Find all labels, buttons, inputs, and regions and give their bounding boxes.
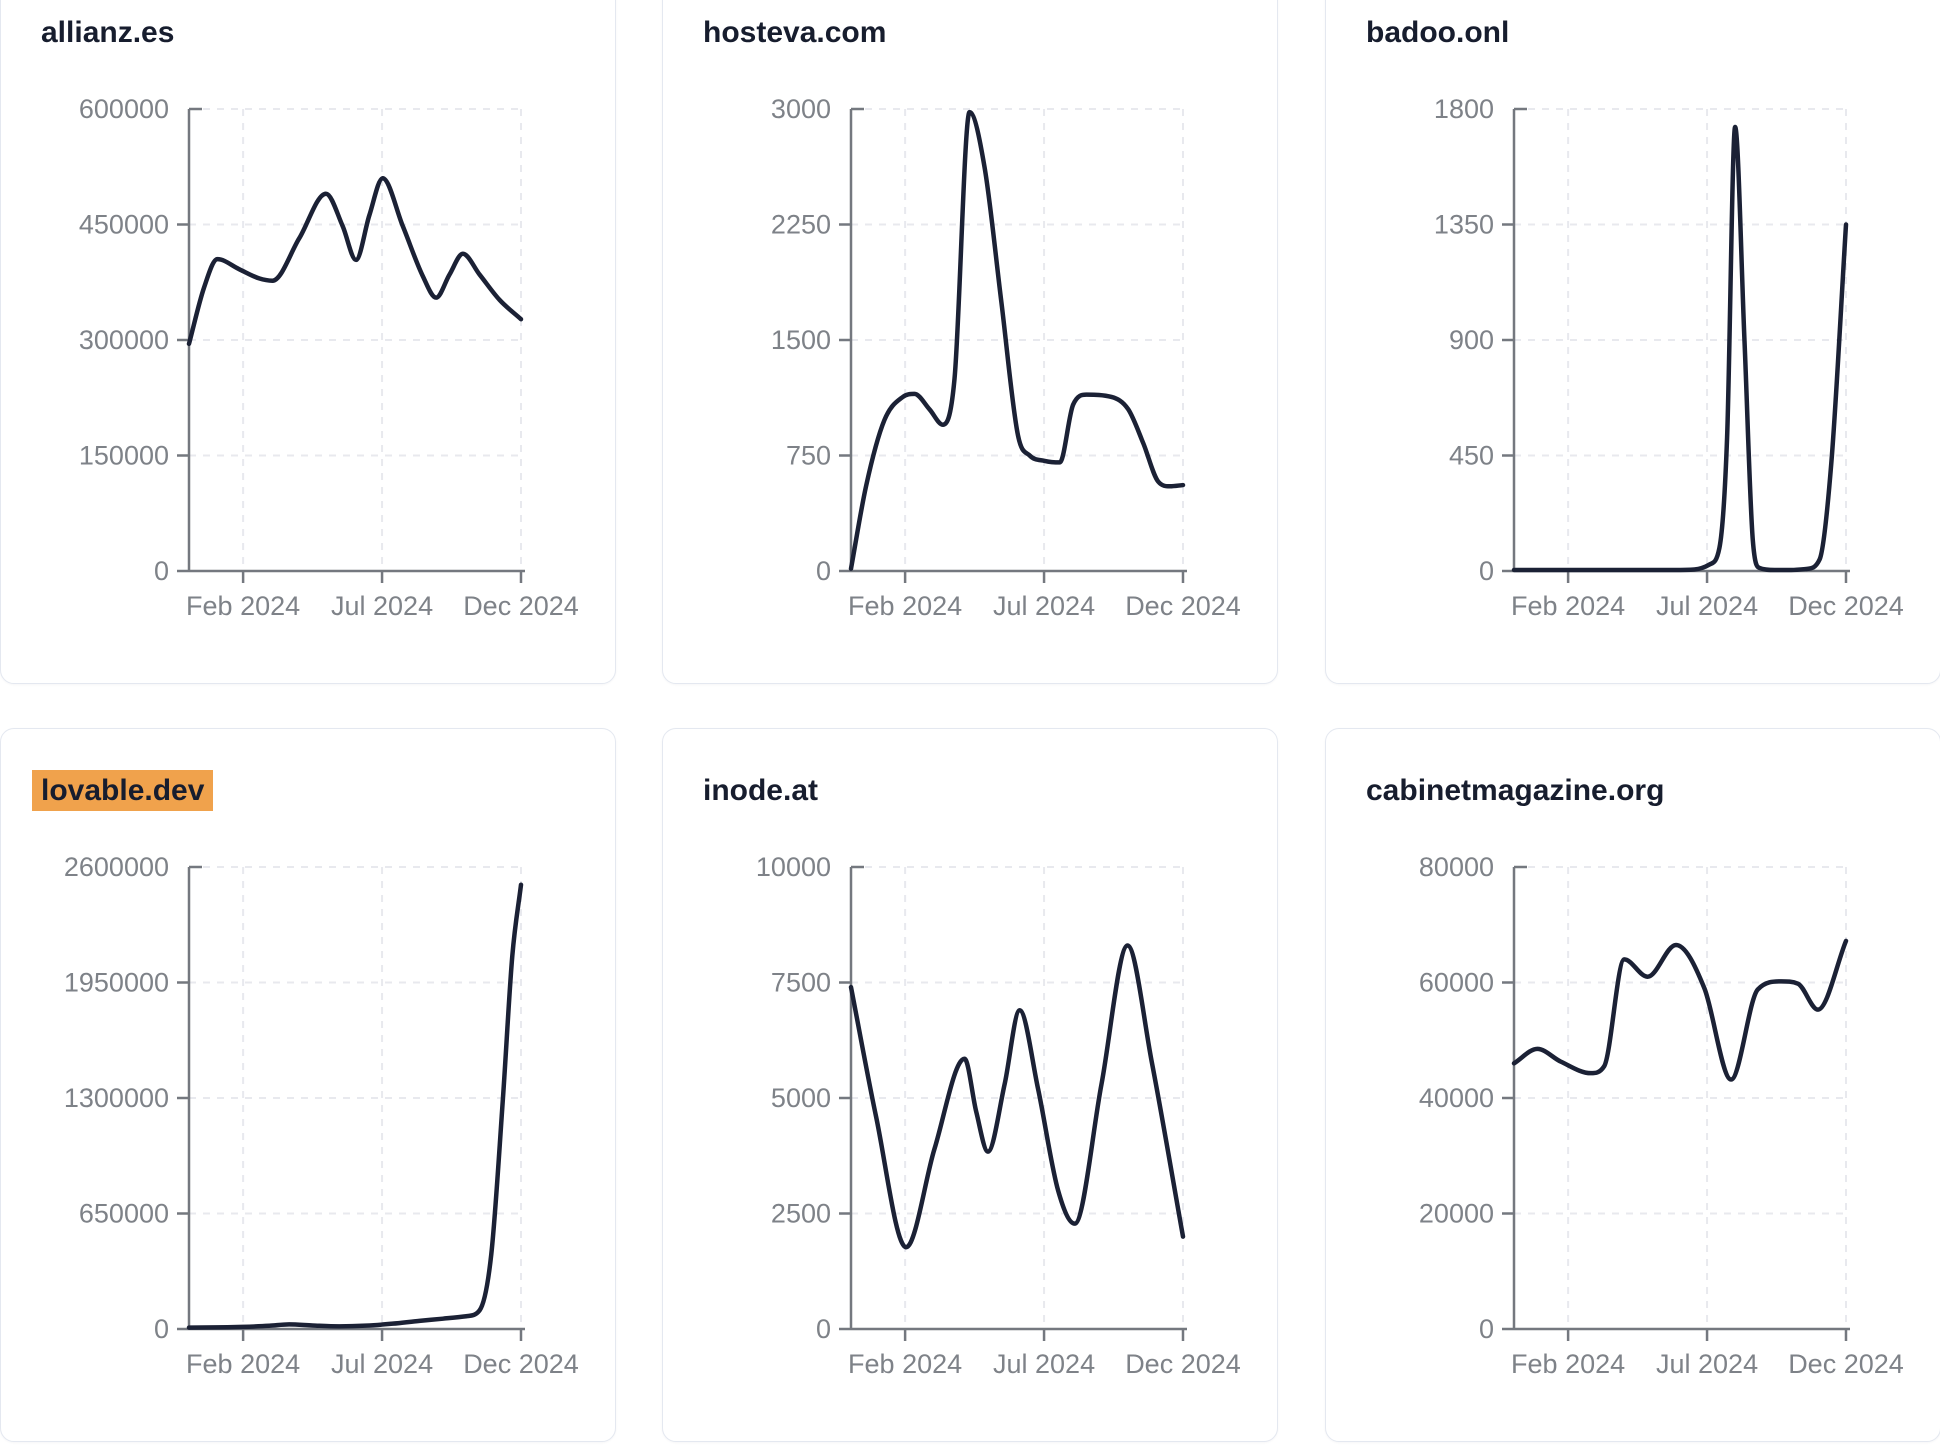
x-tick-label: Dec 2024 [1788, 591, 1904, 621]
y-tick-label: 450000 [79, 210, 169, 240]
x-tick-label: Feb 2024 [848, 1349, 962, 1379]
x-tick-label: Dec 2024 [1788, 1349, 1904, 1379]
y-tick-label: 0 [816, 1314, 831, 1344]
y-tick-label: 7500 [771, 968, 831, 998]
x-tick-label: Feb 2024 [1511, 591, 1625, 621]
chart-title: allianz.es [41, 16, 175, 49]
line-chart-allianz-es: 0 150000 300000 450000 600000 Feb 2024 Jul 202… [79, 94, 579, 621]
y-tick-label: 1800 [1434, 94, 1494, 124]
chart-card-inode-at: inode.at 0 2500 5000 7500 10000 Feb 2024 Jul 2… [662, 728, 1278, 1442]
series-line [848, 943, 1186, 1250]
chart-title-highlighted: lovable.dev [32, 770, 214, 811]
y-tick-label: 10000 [756, 852, 831, 882]
series-line [186, 882, 524, 1330]
x-tick-label: Feb 2024 [1511, 1349, 1625, 1379]
x-tick-label: Feb 2024 [186, 1349, 300, 1379]
chart-title: hosteva.com [703, 16, 887, 49]
series-line [1511, 938, 1849, 1082]
x-tick-label: Dec 2024 [463, 1349, 579, 1379]
x-tick-label: Jul 2024 [331, 1349, 433, 1379]
x-tick-label: Dec 2024 [1125, 1349, 1241, 1379]
y-tick-label: 300000 [79, 325, 169, 355]
y-tick-label: 650000 [79, 1199, 169, 1229]
y-tick-label: 0 [1479, 1314, 1494, 1344]
line-chart-inode-at: 0 2500 5000 7500 10000 Feb 2024 Jul 2024 Dec 20… [756, 852, 1241, 1379]
y-tick-label: 0 [816, 556, 831, 586]
x-tick-label: Feb 2024 [186, 591, 300, 621]
y-tick-label: 900 [1449, 325, 1494, 355]
chart-title: badoo.onl [1366, 16, 1510, 49]
chart-card-hosteva-com: hosteva.com 0 750 1500 2250 3000 Feb 2024 Jul … [662, 0, 1278, 684]
x-tick-label: Jul 2024 [993, 1349, 1095, 1379]
y-tick-label: 600000 [79, 94, 169, 124]
x-tick-label: Feb 2024 [848, 591, 962, 621]
x-tick-label: Jul 2024 [331, 591, 433, 621]
chart-card-lovable-dev: lovable.dev 0 650000 1300000 1950000 2600000… [0, 728, 616, 1442]
line-chart-badoo-onl: 0 450 900 1350 1800 Feb 2024 Jul 2024 Dec 2024 [1434, 94, 1904, 621]
x-tick-label: Jul 2024 [1656, 1349, 1758, 1379]
series-line [848, 109, 1186, 571]
line-chart-hosteva-com: 0 750 1500 2250 3000 Feb 2024 Jul 2024 Dec 2024 [771, 94, 1241, 621]
y-tick-label: 60000 [1419, 968, 1494, 998]
chart-title: cabinetmagazine.org [1366, 774, 1665, 807]
series-line [186, 176, 524, 347]
y-tick-label: 80000 [1419, 852, 1494, 882]
y-tick-label: 2500 [771, 1199, 831, 1229]
y-tick-label: 2250 [771, 210, 831, 240]
y-tick-label: 1950000 [64, 968, 169, 998]
chart-card-badoo-onl: badoo.onl 0 450 900 1350 1800 Feb 2024 Jul 202… [1325, 0, 1940, 684]
y-tick-label: 1300000 [64, 1083, 169, 1113]
y-tick-label: 0 [1479, 556, 1494, 586]
y-tick-label: 0 [154, 556, 169, 586]
chart-card-allianz-es: allianz.es 0 150000 300000 450000 600000 Feb … [0, 0, 616, 684]
y-tick-label: 450 [1449, 441, 1494, 471]
series-line [1511, 124, 1849, 573]
y-tick-label: 1500 [771, 325, 831, 355]
y-tick-label: 2600000 [64, 852, 169, 882]
x-tick-label: Dec 2024 [463, 591, 579, 621]
y-tick-label: 5000 [771, 1083, 831, 1113]
y-tick-label: 750 [786, 441, 831, 471]
y-tick-label: 3000 [771, 94, 831, 124]
line-chart-cabinetmagazine-org: 0 20000 40000 60000 80000 Feb 2024 Jul 2024 Dec… [1419, 852, 1904, 1379]
x-tick-label: Jul 2024 [1656, 591, 1758, 621]
y-tick-label: 1350 [1434, 210, 1494, 240]
y-tick-label: 0 [154, 1314, 169, 1344]
y-tick-label: 150000 [79, 441, 169, 471]
line-chart-lovable-dev: 0 650000 1300000 1950000 2600000 Feb 2024 Jul … [64, 852, 579, 1379]
chart-title: inode.at [703, 774, 819, 807]
x-tick-label: Jul 2024 [993, 591, 1095, 621]
y-tick-label: 20000 [1419, 1199, 1494, 1229]
y-tick-label: 40000 [1419, 1083, 1494, 1113]
chart-card-cabinetmagazine-org: cabinetmagazine.org 0 20000 40000 60000 8000… [1325, 728, 1940, 1442]
x-tick-label: Dec 2024 [1125, 591, 1241, 621]
